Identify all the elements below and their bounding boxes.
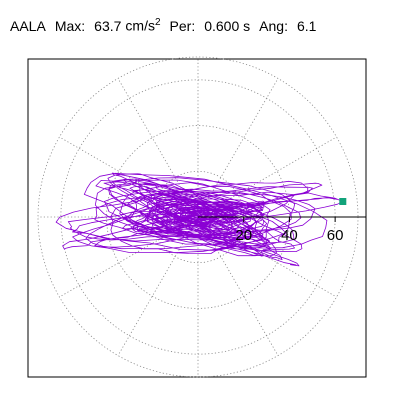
radial-tick-label-60: 60 <box>327 227 344 244</box>
period-label: Per: <box>169 17 196 34</box>
grid-spoke-240 <box>117 216 199 356</box>
grid-spoke-150 <box>59 136 199 218</box>
grid-spoke-210 <box>59 216 199 298</box>
grid-spoke-120 <box>117 78 199 218</box>
max-point-marker <box>339 198 347 205</box>
radial-tick-label-40: 40 <box>281 227 298 244</box>
grid-spoke-330 <box>197 216 337 298</box>
axis-group <box>198 216 366 222</box>
grid-spoke-300 <box>197 216 279 356</box>
chart-header: AALA Max: 63.7 cm/s2 Per: 0.600 s Ang: 6… <box>10 17 320 39</box>
angle-label: Ang: <box>259 17 288 34</box>
grid-spoke-30 <box>197 136 337 218</box>
tick-label-group: 20 40 60 <box>235 227 343 244</box>
orbit-trace-line <box>55 172 344 267</box>
max-label: Max: <box>54 17 86 34</box>
radial-tick-label-20: 20 <box>235 227 252 244</box>
period-value: 0.600 s <box>204 17 251 34</box>
station-code: AALA <box>10 17 46 34</box>
angle-value: 6.1 <box>296 17 317 34</box>
marker-group <box>339 198 347 205</box>
orbit-trace-group <box>55 172 344 267</box>
grid-spoke-60 <box>197 78 279 218</box>
max-unit-exponent: 2 <box>154 17 161 28</box>
max-value: 63.7 <box>94 17 122 34</box>
max-unit: cm/s2 <box>125 17 160 34</box>
max-unit-text: cm/s <box>125 17 155 34</box>
